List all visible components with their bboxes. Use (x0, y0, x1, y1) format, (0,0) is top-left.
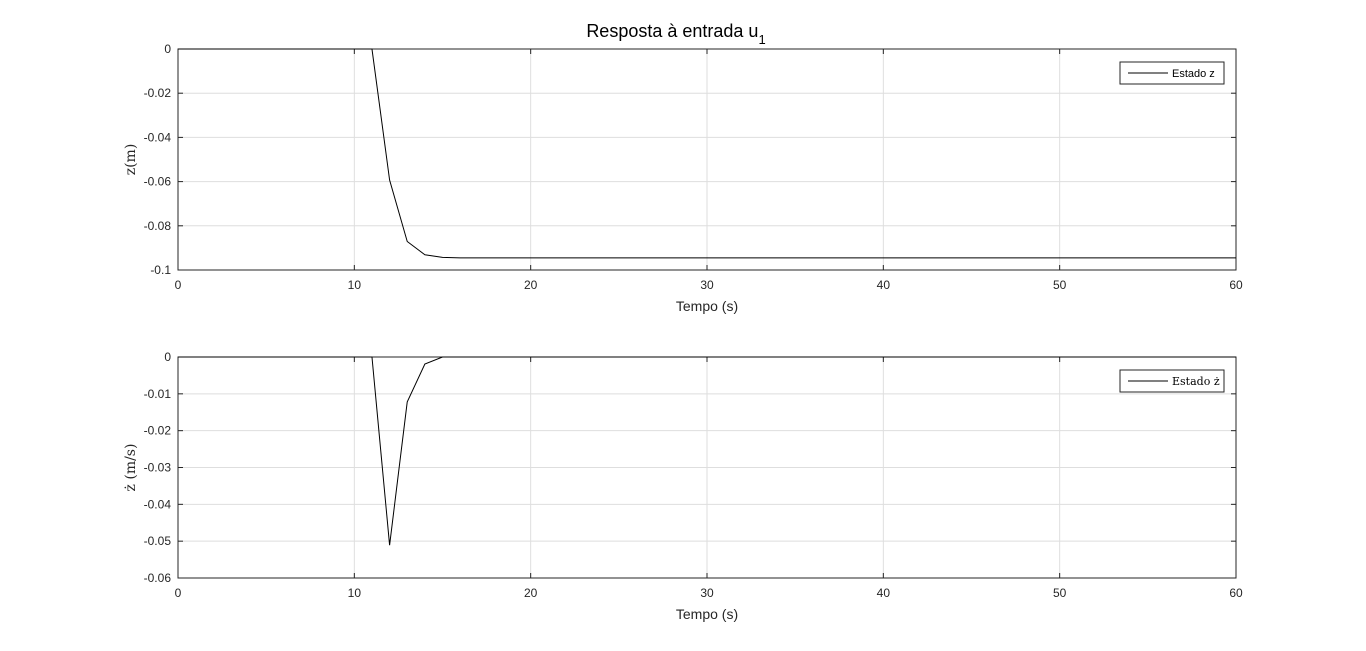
y-tick-label: -0.03 (144, 461, 172, 475)
legend-label: Estado ż (1172, 375, 1220, 388)
y-tick-label: 0 (164, 350, 171, 364)
x-tick-label: 60 (1229, 278, 1243, 292)
y-tick-label: -0.02 (144, 86, 172, 100)
x-axis-label: Tempo (s) (676, 606, 738, 622)
y-tick-label: -0.02 (144, 424, 172, 438)
title-subscript: 1 (758, 32, 765, 47)
figure-title: Resposta à entrada u1 (586, 21, 765, 47)
x-tick-label: 50 (1053, 586, 1067, 600)
x-tick-label: 20 (524, 278, 538, 292)
x-tick-label: 30 (700, 278, 714, 292)
y-tick-label: -0.04 (144, 497, 172, 511)
x-tick-label: 20 (524, 586, 538, 600)
legend-label: Estado z (1172, 68, 1215, 80)
y-tick-label: -0.1 (150, 263, 171, 277)
y-tick-label: 0 (164, 42, 171, 56)
series-line (178, 356, 1236, 546)
legend-box (1119, 369, 1225, 393)
legend-box (1119, 61, 1225, 85)
x-tick-label: 10 (348, 586, 362, 600)
x-tick-label: 0 (175, 278, 182, 292)
y-tick-label: -0.06 (144, 571, 172, 585)
y-tick-label: -0.08 (144, 219, 172, 233)
y-tick-label: -0.06 (144, 175, 172, 189)
y-axis-label: ż (m/s) (123, 444, 139, 492)
legend: Estado ż (1119, 369, 1225, 393)
y-tick-label: -0.04 (144, 130, 172, 144)
series-line (178, 48, 1236, 259)
title-main: Resposta à entrada u (586, 21, 758, 41)
x-axis-label: Tempo (s) (676, 298, 738, 314)
y-tick-label: -0.05 (144, 534, 172, 548)
x-tick-label: 0 (175, 586, 182, 600)
x-tick-label: 10 (348, 278, 362, 292)
y-axis-label: z(m) (123, 144, 139, 176)
x-tick-label: 40 (877, 586, 891, 600)
y-tick-label: -0.01 (144, 387, 172, 401)
x-tick-label: 40 (877, 278, 891, 292)
legend: Estado z (1119, 61, 1225, 85)
chart-top-position: 0 10 20 30 40 50 60 0 -0.02 -0.04 -0.06 -0.08 -0.1 Te… (123, 42, 1243, 314)
chart-bottom-velocity: 0 10 20 30 40 50 60 0 -0.01 -0.02 -0.03 -0.04 -0.05 -… (123, 350, 1243, 622)
x-tick-label: 50 (1053, 278, 1067, 292)
x-tick-label: 60 (1229, 586, 1243, 600)
x-tick-label: 30 (700, 586, 714, 600)
